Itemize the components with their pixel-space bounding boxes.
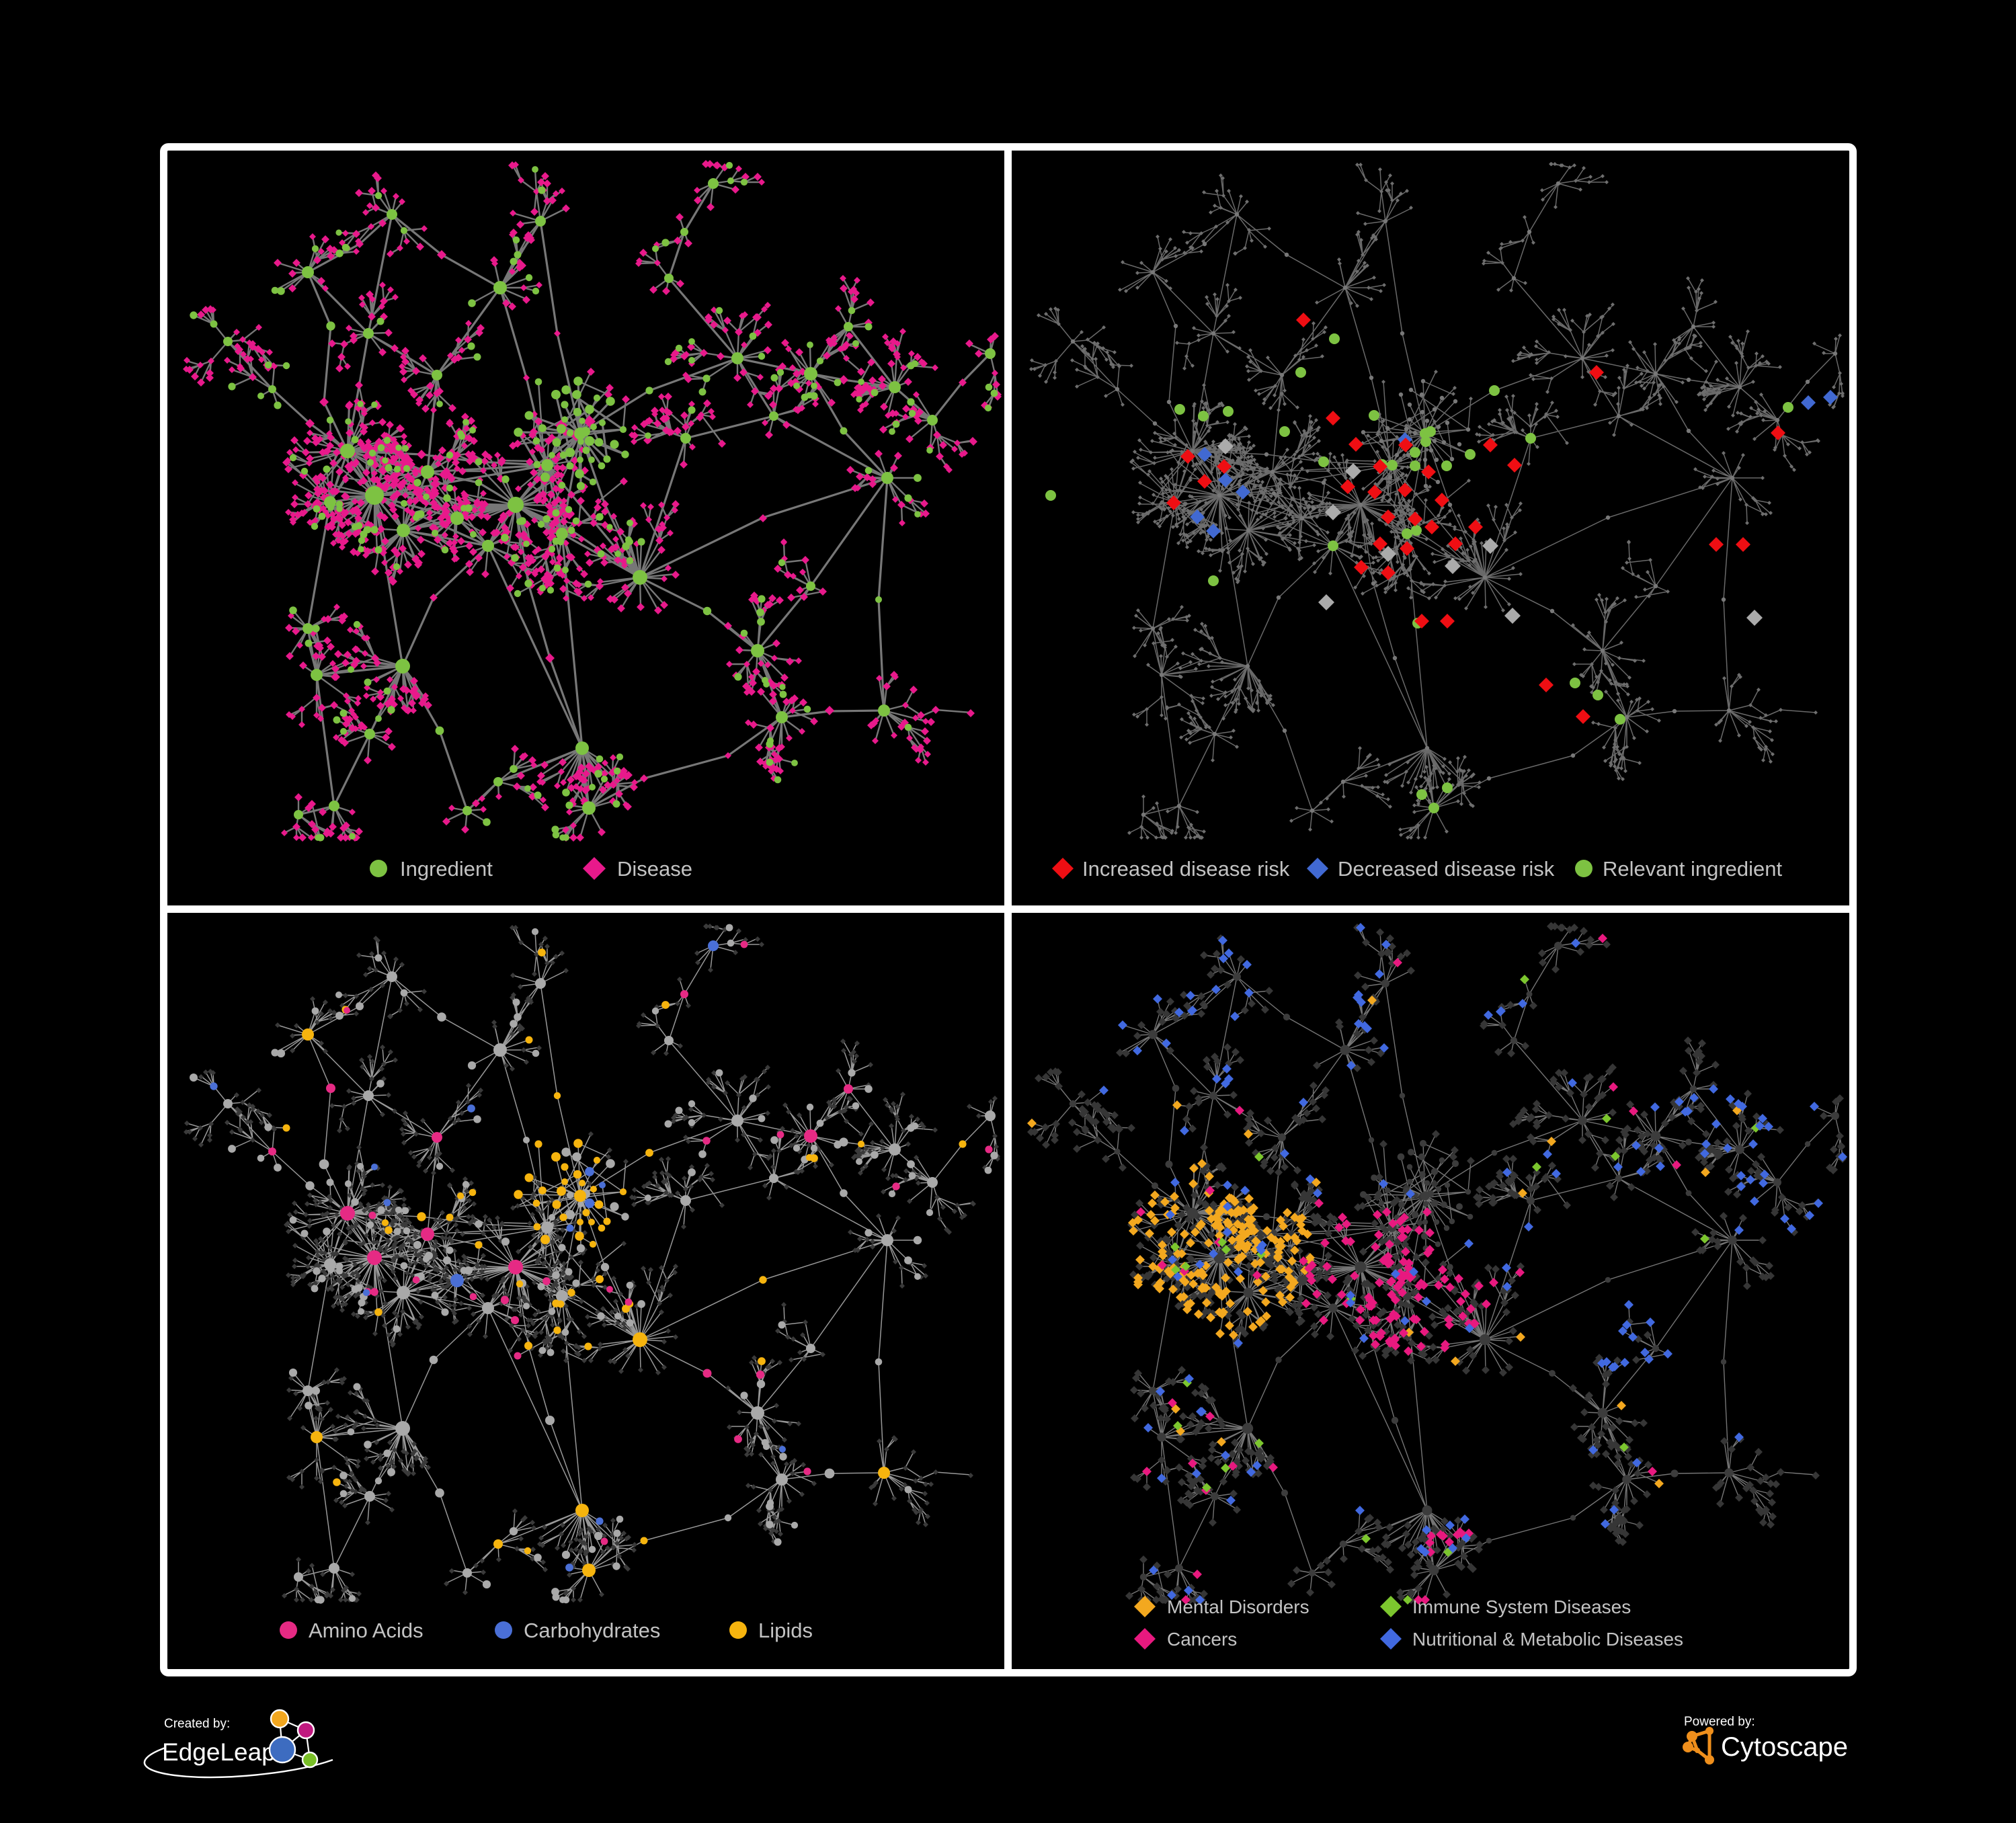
- svg-text:Lipids: Lipids: [758, 1619, 813, 1642]
- svg-text:Relevant ingredient: Relevant ingredient: [1603, 857, 1783, 881]
- svg-text:EdgeLeap: EdgeLeap: [162, 1738, 276, 1766]
- svg-text:Cytoscape: Cytoscape: [1721, 1732, 1848, 1762]
- svg-text:Amino Acids: Amino Acids: [309, 1619, 424, 1642]
- svg-text:Decreased disease risk: Decreased disease risk: [1338, 857, 1555, 881]
- svg-text:Nutritional & Metabolic Diseas: Nutritional & Metabolic Diseases: [1412, 1629, 1683, 1650]
- svg-text:Immune System Diseases: Immune System Diseases: [1412, 1596, 1631, 1617]
- svg-text:Created by:: Created by:: [164, 1717, 230, 1731]
- svg-text:Carbohydrates: Carbohydrates: [524, 1619, 660, 1642]
- svg-text:Increased disease risk: Increased disease risk: [1082, 857, 1290, 881]
- svg-text:Disease: Disease: [617, 857, 692, 881]
- svg-text:Ingredient: Ingredient: [400, 857, 493, 881]
- svg-text:Cancers: Cancers: [1167, 1629, 1237, 1650]
- svg-text:Powered by:: Powered by:: [1684, 1715, 1755, 1729]
- svg-text:Mental Disorders: Mental Disorders: [1167, 1596, 1309, 1617]
